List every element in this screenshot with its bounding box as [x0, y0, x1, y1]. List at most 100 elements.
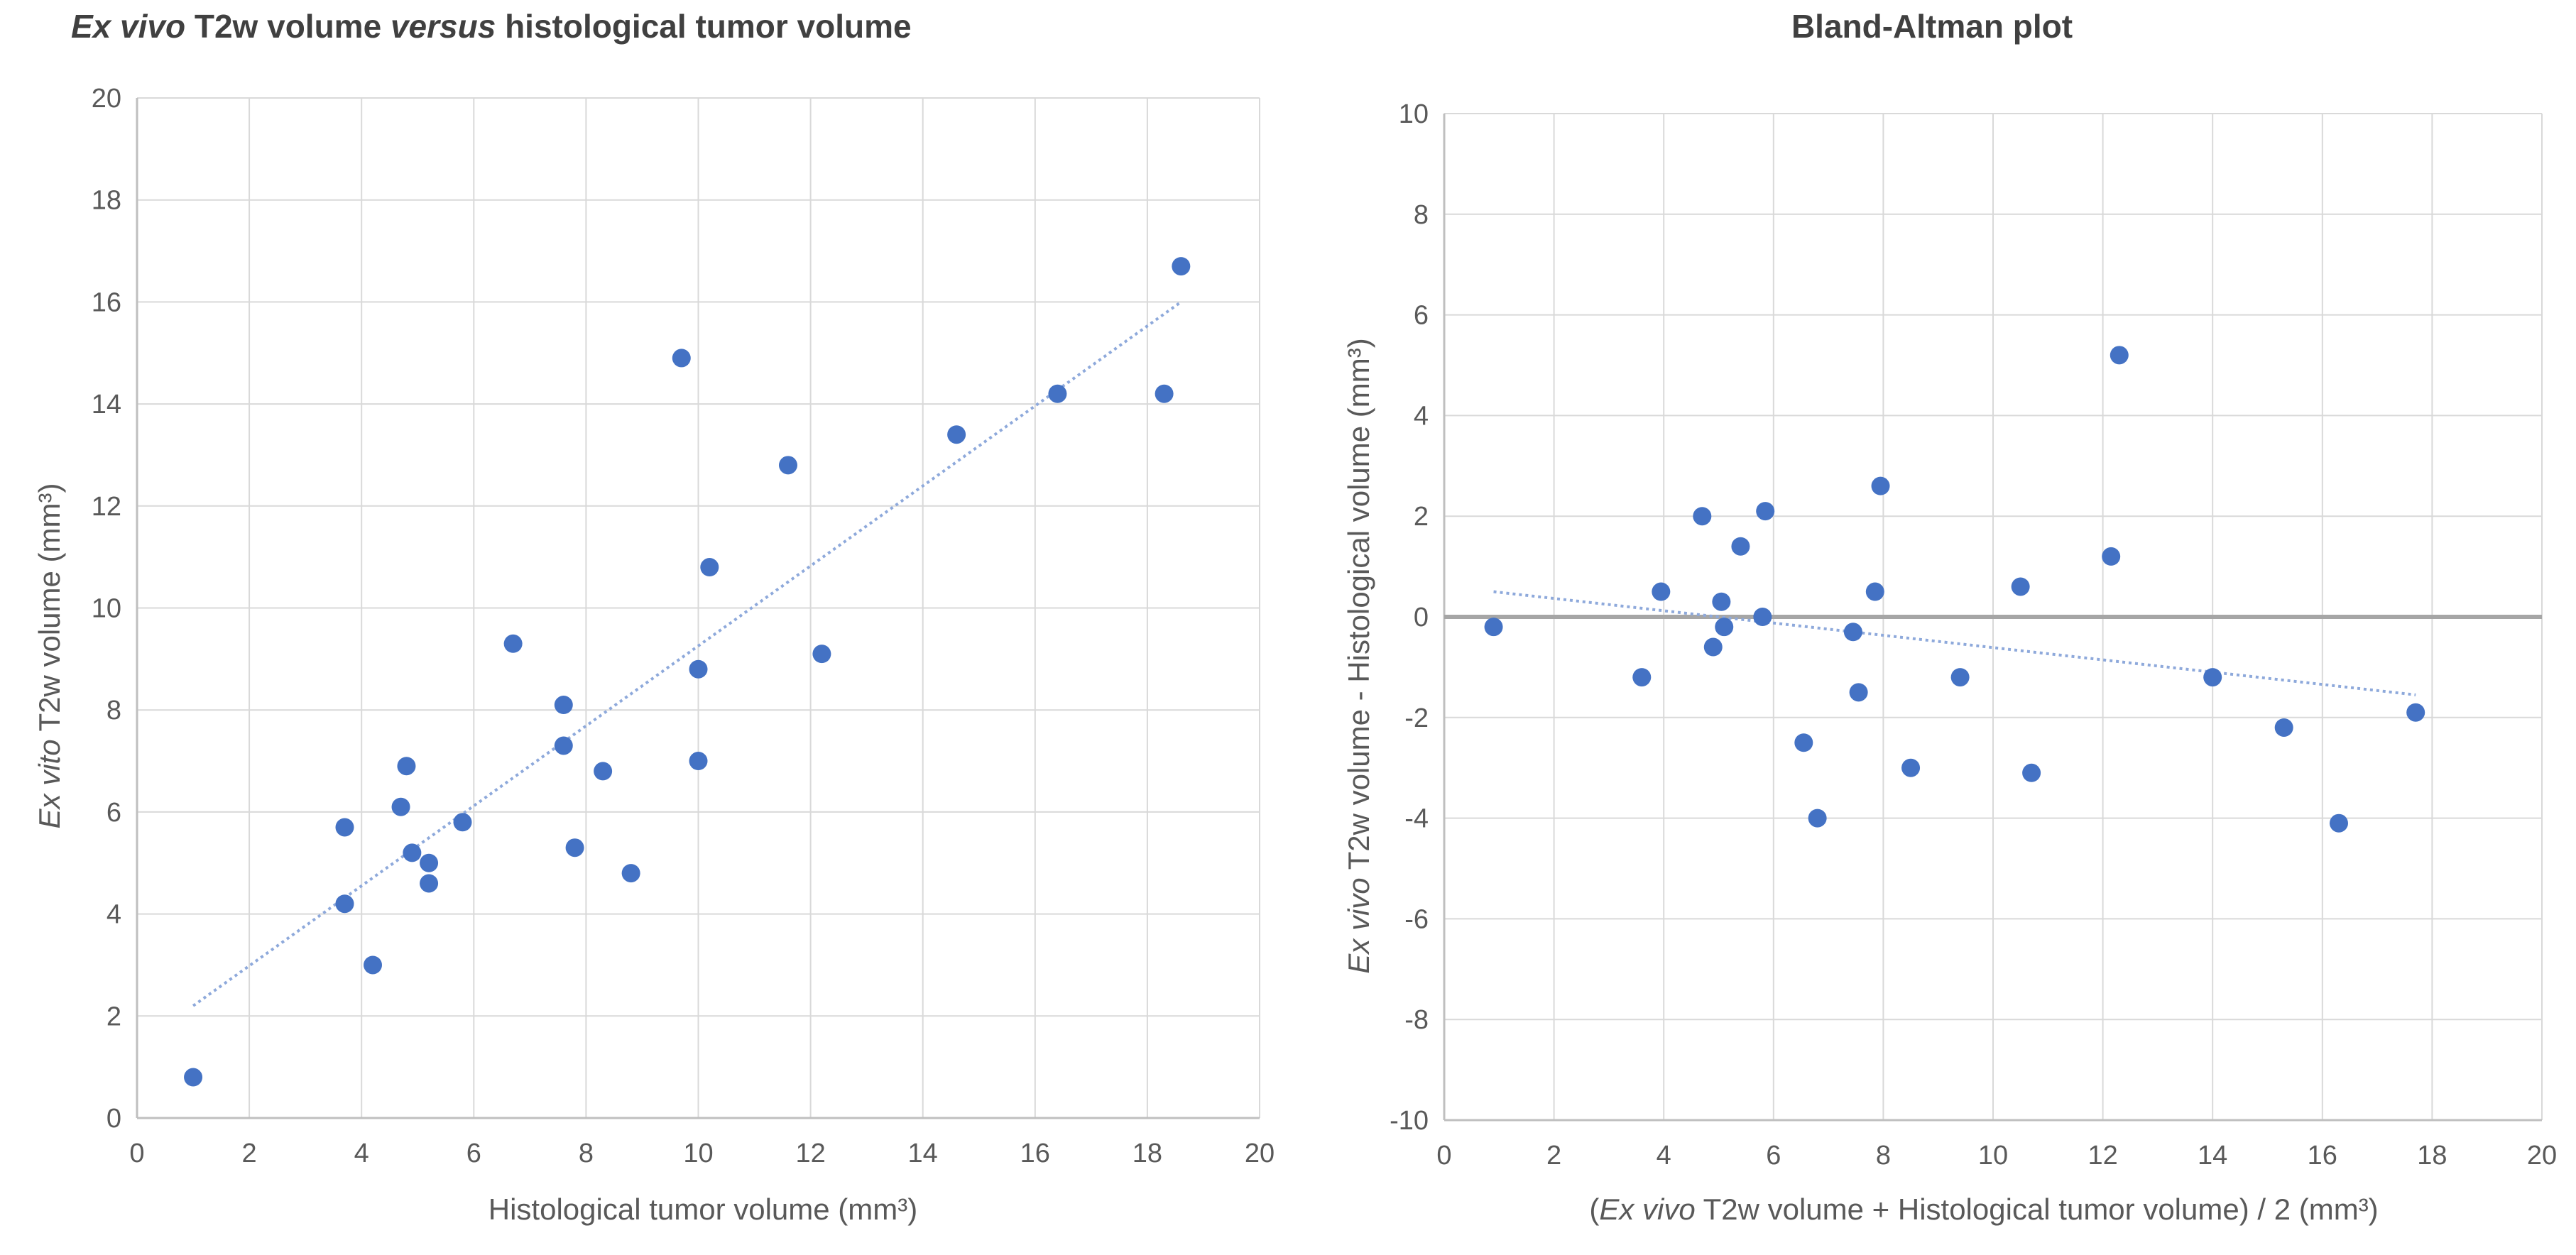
data-point — [2012, 577, 2030, 596]
x-tick-label: 16 — [2308, 1141, 2337, 1171]
y-tick-label: 10 — [1399, 99, 1429, 129]
y-tick-label: 14 — [92, 390, 121, 420]
x-tick-label: 2 — [1546, 1141, 1561, 1171]
y-tick-label: 16 — [92, 287, 121, 317]
data-point — [2203, 668, 2222, 686]
x-tick-label: 8 — [579, 1139, 594, 1168]
y-tick-label: 6 — [107, 798, 121, 828]
x-tick-label: 4 — [1657, 1141, 1671, 1171]
x-tick-label: 18 — [2417, 1141, 2447, 1171]
data-point — [420, 874, 438, 892]
xlabel-italic: Ex vivo — [1599, 1193, 1695, 1226]
x-tick-label: 14 — [908, 1139, 938, 1168]
data-point — [812, 645, 831, 663]
data-point — [335, 894, 354, 913]
data-point — [1704, 638, 1723, 657]
y-tick-label: 10 — [92, 594, 121, 624]
x-tick-label: 12 — [795, 1139, 825, 1168]
data-point — [1731, 537, 1750, 556]
y-tick-label: 18 — [92, 186, 121, 216]
data-point — [947, 425, 966, 444]
data-point — [420, 854, 438, 872]
data-point — [184, 1068, 202, 1087]
x-axis-label: (Ex vivo T2w volume + Histological tumor… — [1430, 1193, 2538, 1227]
data-point — [1693, 507, 1711, 525]
data-point — [689, 752, 708, 770]
data-point — [566, 838, 584, 857]
x-tick-label: 14 — [2198, 1141, 2227, 1171]
data-point — [700, 558, 719, 576]
x-tick-label: 12 — [2087, 1141, 2117, 1171]
data-point — [1808, 809, 1827, 828]
data-point — [2406, 703, 2425, 722]
y-tick-label: -6 — [1404, 904, 1429, 934]
data-point — [1155, 385, 1174, 403]
x-tick-label: 2 — [242, 1139, 257, 1168]
data-point — [2275, 718, 2293, 737]
x-axis-label: Histological tumor volume (mm³) — [135, 1193, 1271, 1227]
x-tick-label: 20 — [1245, 1139, 1275, 1168]
ylabel-plain: T2w volume - Histological volume (mm³) — [1342, 338, 1375, 877]
xlabel-plain-2: T2w volume + Histological tumor volume) … — [1696, 1193, 2379, 1226]
y-tick-label: 4 — [107, 900, 121, 930]
y-axis-label: Ex vito T2w volume (mm³) — [33, 443, 67, 869]
data-point — [594, 762, 612, 780]
data-point — [1048, 385, 1066, 403]
scatter-plot-area: 0 2 4 6 8 10 12 14 16 18 20 0 2 4 6 8 10 12 14 16 18 20 — [0, 0, 1288, 1255]
data-point — [1632, 668, 1651, 686]
y-axis-label: Ex vivo T2w volume - Histological volume… — [1342, 265, 1376, 1046]
xlabel-plain-1: ( — [1589, 1193, 1599, 1226]
data-point — [1872, 477, 1890, 495]
y-tick-label: 0 — [107, 1104, 121, 1134]
data-point — [392, 798, 410, 816]
y-tick-label: 8 — [107, 696, 121, 725]
y-tick-label: 8 — [1414, 200, 1429, 230]
y-tick-label: 0 — [1414, 603, 1429, 632]
y-tick-label: -10 — [1390, 1106, 1429, 1136]
bland-altman-panel: Bland-Altman plot -10 -8 -6 -4 -2 0 2 4 6 8 10 0 2 4 6… — [1288, 0, 2576, 1255]
x-tick-label: 10 — [1978, 1141, 2008, 1171]
data-point — [453, 813, 471, 831]
ylabel-italic: Ex vivo — [1342, 877, 1375, 973]
y-tick-label: 6 — [1414, 301, 1429, 331]
data-point — [2110, 346, 2129, 364]
data-point — [1753, 608, 1772, 626]
scatter-panel: Ex vivo T2w volume versus histological t… — [0, 0, 1288, 1255]
data-point — [1901, 759, 1920, 777]
data-point — [1850, 683, 1868, 701]
y-tick-label: -2 — [1404, 703, 1429, 733]
y-tick-label: 12 — [92, 492, 121, 522]
x-tick-label: 18 — [1133, 1139, 1162, 1168]
data-point — [403, 843, 421, 862]
y-tick-label: -4 — [1404, 804, 1429, 834]
data-point — [397, 757, 415, 775]
data-point — [2330, 814, 2348, 833]
data-point — [779, 456, 797, 474]
y-tick-label: 2 — [1414, 502, 1429, 532]
data-point — [1794, 733, 1813, 752]
y-tick-label: 2 — [107, 1002, 121, 1031]
data-point — [1715, 618, 1733, 636]
bland-altman-plot-area: -10 -8 -6 -4 -2 0 2 4 6 8 10 0 2 4 6 8 10 12 14 16 18 20 — [1288, 0, 2576, 1255]
x-tick-label: 16 — [1020, 1139, 1050, 1168]
data-point — [364, 955, 382, 974]
data-point — [672, 349, 691, 367]
x-tick-label: 20 — [2527, 1141, 2557, 1171]
x-tick-label: 6 — [466, 1139, 481, 1168]
x-tick-label: 10 — [683, 1139, 713, 1168]
x-tick-label: 0 — [1436, 1141, 1451, 1171]
data-point — [1866, 583, 1884, 601]
data-point — [2022, 764, 2041, 782]
x-tick-label: 8 — [1876, 1141, 1891, 1171]
data-point — [1756, 502, 1774, 520]
data-point — [1485, 618, 1503, 636]
data-point — [335, 818, 354, 836]
x-tick-label: 4 — [354, 1139, 369, 1168]
data-point — [622, 864, 640, 882]
y-tick-label: 20 — [92, 84, 121, 114]
data-point — [1951, 668, 1970, 686]
data-point — [689, 660, 708, 679]
data-point — [555, 736, 573, 755]
data-point — [1844, 623, 1862, 641]
data-point — [555, 696, 573, 714]
